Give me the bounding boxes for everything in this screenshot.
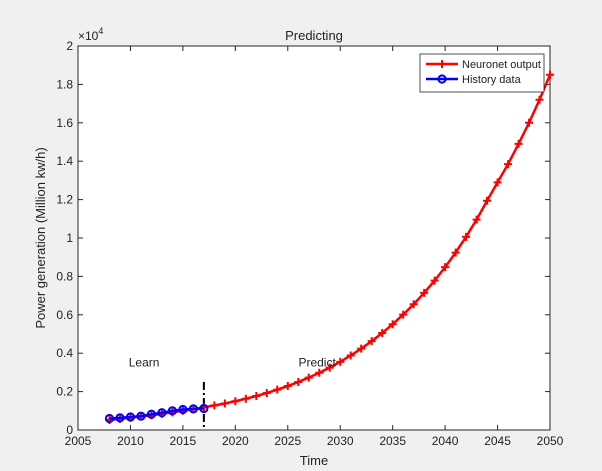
y-tick-label: 1.2	[56, 193, 73, 207]
data-point	[451, 248, 460, 257]
data-point	[262, 388, 271, 397]
data-point	[346, 351, 355, 360]
data-point	[199, 403, 209, 414]
data-point	[210, 401, 219, 410]
data-point	[283, 382, 292, 391]
y-tick-label: 0	[66, 423, 73, 437]
legend-marker	[437, 74, 447, 84]
axis-ticks	[77, 45, 551, 431]
x-tick-label: 2045	[484, 434, 511, 448]
data-point	[167, 406, 177, 416]
data-point	[115, 413, 125, 423]
chart-title: Predicting	[285, 28, 343, 43]
data-point	[367, 337, 376, 346]
data-point	[273, 385, 282, 394]
data-point	[493, 178, 502, 187]
data-point	[462, 232, 471, 241]
x-tick-label: 2020	[222, 434, 249, 448]
data-point	[546, 70, 554, 79]
data-point	[525, 118, 534, 127]
data-point	[336, 357, 345, 366]
data-point	[388, 320, 397, 329]
y-tick-label: 0.6	[56, 308, 73, 322]
y-tick-label: 1.6	[56, 116, 73, 130]
data-point	[409, 300, 418, 309]
data-point	[157, 408, 167, 418]
x-tick-label: 2035	[379, 434, 406, 448]
data-point	[241, 394, 250, 403]
legend-label: Neuronet output	[462, 59, 541, 71]
y-tick-label: 1.8	[56, 77, 73, 91]
data-point	[304, 373, 313, 382]
data-point	[535, 95, 544, 104]
series-line	[109, 407, 204, 420]
data-point	[220, 399, 229, 408]
series-layer	[104, 70, 554, 425]
legend-box	[419, 53, 545, 93]
data-point	[252, 392, 261, 401]
annotation-label: Learn	[129, 356, 160, 370]
series-neuronet-output	[105, 70, 554, 425]
y-tick-label: 1.4	[56, 154, 73, 168]
x-tick-label: 2050	[537, 434, 564, 448]
series-history-data	[104, 403, 209, 424]
data-point	[231, 397, 240, 406]
x-tick-label: 2010	[117, 434, 144, 448]
x-axis-label: Time	[300, 453, 328, 468]
data-point	[399, 310, 408, 319]
annotation-label: Predict	[298, 356, 336, 370]
data-point	[146, 409, 157, 419]
y-tick-label: 0.2	[56, 385, 73, 399]
data-point	[136, 411, 146, 421]
plot-area	[77, 45, 551, 431]
y-tick-label: 0.8	[56, 269, 73, 283]
data-point	[104, 413, 115, 424]
data-point	[430, 276, 439, 285]
legend-label: History data	[462, 74, 522, 86]
x-tick-label: 2005	[65, 434, 92, 448]
x-tick-label: 2040	[432, 434, 459, 448]
y-axis-label: Power generation (Million kw/h)	[33, 147, 48, 328]
data-point	[357, 344, 366, 353]
data-point	[472, 215, 481, 224]
y-tick-labels: 0 0.2 0.4 0.6 0.8 1 1.2 1.4 1.6 1.8 2	[56, 39, 73, 437]
x-tick-label: 2015	[170, 434, 197, 448]
x-tick-label: 2030	[327, 434, 354, 448]
data-point	[504, 160, 513, 169]
y-tick-label: 2	[66, 39, 73, 53]
legend: Neuronet output History data	[419, 53, 545, 93]
x-tick-label: 2025	[274, 434, 301, 448]
data-point	[325, 363, 334, 372]
x-tick-labels: 2005 2010 2015 2020 2025 2030 2035 2040 2045 2050	[65, 434, 564, 448]
y-exponent-base: ×10	[78, 29, 99, 43]
data-point	[178, 404, 188, 415]
y-tick-label: 0.4	[56, 346, 73, 360]
data-point	[483, 196, 492, 205]
data-point	[294, 378, 303, 386]
data-point	[188, 404, 198, 414]
annotations: Learn Predict	[129, 356, 337, 370]
y-exponent-power: 4	[98, 26, 103, 36]
y-exponent-label: ×104	[78, 26, 103, 43]
data-point	[315, 368, 324, 377]
data-point	[441, 263, 450, 272]
data-point	[125, 412, 136, 422]
legend-marker	[438, 60, 446, 68]
data-point	[514, 139, 523, 148]
data-point	[378, 329, 387, 338]
y-tick-label: 1	[66, 231, 73, 245]
data-point	[420, 288, 429, 297]
